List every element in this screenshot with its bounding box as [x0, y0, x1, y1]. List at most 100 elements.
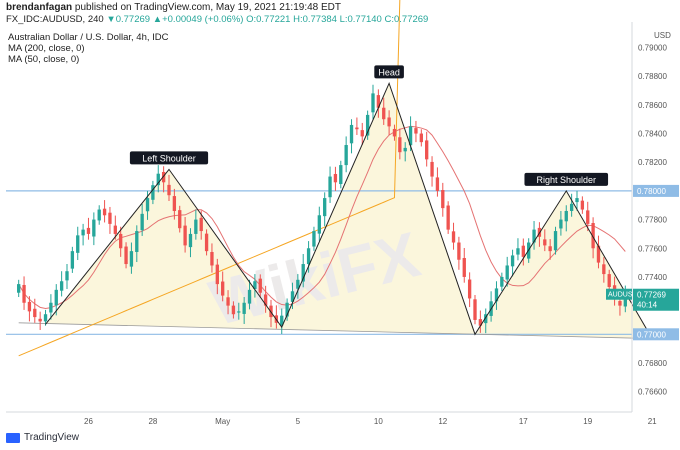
candle-body — [569, 203, 574, 211]
candle-body — [376, 95, 381, 108]
y-tick-label: 0.76800 — [638, 359, 667, 368]
candle-body — [339, 165, 343, 185]
candle-body — [387, 117, 391, 127]
ma200-line — [18, 0, 401, 357]
x-tick-label: 17 — [519, 417, 528, 426]
candle-body — [237, 311, 241, 313]
candle-body — [226, 297, 230, 306]
annotation-label: Left Shoulder — [142, 153, 196, 163]
candle-body — [532, 229, 536, 243]
candle-body — [446, 205, 450, 230]
candle-body — [296, 279, 300, 289]
candle-body — [178, 210, 182, 229]
candle-body — [516, 248, 520, 255]
candle-body — [183, 225, 187, 246]
candle-body — [27, 301, 32, 312]
candle-body — [285, 302, 289, 317]
tradingview-logo-icon — [6, 432, 20, 443]
countdown-label: 40:14 — [637, 301, 658, 310]
candle-body — [618, 301, 622, 306]
candle-body — [510, 255, 515, 267]
candle-body — [263, 294, 268, 306]
candle-body — [355, 127, 359, 130]
candle-body — [403, 147, 407, 152]
x-tick-label: 10 — [374, 417, 383, 426]
y-tick-label: 0.77800 — [638, 216, 667, 225]
candle-body — [323, 198, 327, 217]
candle-body — [586, 210, 590, 224]
candle-body — [484, 314, 488, 324]
author-name[interactable]: brendanfagan — [6, 2, 73, 13]
candle-body — [97, 209, 101, 221]
low-value: L:0.77140 — [339, 14, 382, 25]
candle-body — [59, 281, 64, 291]
candle-body — [559, 219, 563, 229]
candle-body — [43, 314, 48, 322]
candle-body — [312, 231, 316, 247]
candle-body — [317, 215, 321, 234]
x-tick-label: 12 — [438, 417, 447, 426]
open-value: O:0.77221 — [246, 14, 291, 25]
last-price-label: 0.77269 — [637, 291, 666, 300]
candle-body — [280, 315, 284, 326]
candle-body — [564, 210, 568, 222]
candle-body — [86, 227, 91, 234]
legend-title: Australian Dollar / U.S. Dollar, 4h, IDC — [8, 32, 169, 43]
candle-body — [140, 213, 144, 231]
candle-body — [124, 246, 128, 265]
candle-body — [151, 185, 155, 200]
candle-body — [580, 200, 585, 210]
publish-header: brendanfagan published on TradingView.co… — [0, 0, 680, 28]
y-tick-label: 0.77600 — [638, 244, 667, 253]
candle-body — [467, 279, 472, 299]
candle-body — [231, 305, 236, 315]
y-tick-label: 0.78800 — [638, 72, 667, 81]
candle-body — [199, 217, 203, 232]
candle-body — [553, 231, 558, 251]
candle-body — [457, 242, 461, 260]
pattern-shade — [45, 83, 653, 339]
candle-body — [242, 302, 246, 314]
candle-body — [215, 264, 219, 285]
candle-body — [156, 173, 160, 186]
candle-body — [253, 281, 257, 289]
currency-label: USD — [654, 31, 671, 40]
y-tick-label: 0.76600 — [638, 388, 667, 397]
candle-body — [596, 245, 601, 263]
symbol-tag-label: AUDUSD — [608, 292, 638, 299]
neckline — [18, 322, 653, 340]
candle-body — [221, 281, 225, 296]
annotation-box — [374, 65, 404, 79]
candle-body — [92, 219, 96, 237]
tradingview-logo[interactable]: TradingView — [6, 432, 79, 443]
candle-body — [505, 265, 509, 280]
annotation-label: Head — [378, 67, 400, 77]
x-tick-label: 26 — [84, 417, 93, 426]
candle-body — [365, 114, 370, 136]
candle-body — [167, 184, 171, 196]
candle-body — [414, 128, 418, 134]
candle-body — [129, 251, 134, 267]
candle-body — [344, 145, 348, 166]
legend-ma50[interactable]: MA (50, close, 0) — [8, 54, 80, 65]
x-tick-label: May — [215, 417, 230, 426]
y-tick-label: 0.78400 — [638, 130, 667, 139]
candle-body — [204, 233, 209, 252]
pattern-line — [45, 81, 653, 339]
publish-info: brendanfagan published on TradingView.co… — [6, 2, 341, 13]
x-tick-label: 19 — [583, 417, 592, 426]
candle-body — [172, 196, 177, 211]
publish-date: published on TradingView.com, May 19, 20… — [74, 2, 341, 13]
candle-body — [301, 264, 305, 282]
legend-ma200[interactable]: MA (200, close, 0) — [8, 43, 85, 54]
candle-body — [360, 130, 364, 137]
candle-body — [478, 319, 483, 326]
candle-body — [258, 278, 262, 293]
candle-body — [65, 271, 69, 281]
y-tick-label: 0.78200 — [638, 158, 667, 167]
candle-body — [54, 289, 58, 306]
candle-body — [451, 231, 456, 243]
tradingview-brand: TradingView — [24, 432, 80, 443]
